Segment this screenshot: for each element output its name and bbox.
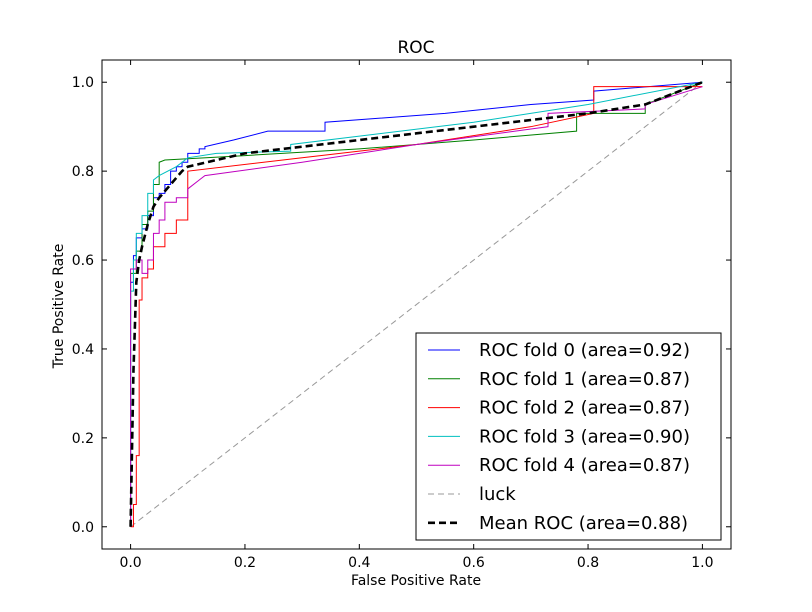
y-tick-label: 1.0 [72, 75, 94, 91]
x-tick-label: 1.0 [691, 555, 713, 571]
legend-label-6: Mean ROC (area=0.88) [479, 513, 688, 534]
legend-label-3: ROC fold 3 (area=0.90) [479, 426, 690, 447]
chart-title: ROC [397, 38, 434, 58]
legend-label-4: ROC fold 4 (area=0.87) [479, 455, 690, 476]
legend-label-1: ROC fold 1 (area=0.87) [479, 369, 690, 390]
y-tick-label: 0.4 [72, 342, 94, 358]
series-line-4 [130, 86, 703, 527]
y-tick-label: 0.0 [72, 520, 94, 536]
x-tick-label: 0.8 [577, 555, 599, 571]
series-line-5 [130, 81, 703, 528]
x-tick-label: 0.2 [234, 555, 256, 571]
legend-label-0: ROC fold 0 (area=0.92) [479, 340, 690, 361]
legend-label-5: luck [479, 484, 516, 505]
y-tick-label: 0.2 [72, 431, 94, 447]
legend-box [415, 332, 722, 541]
series-line-6 [129, 81, 703, 527]
axis-ticks-group: 0.0 0.2 0.4 0.6 0.8 1.0 0.0 0.2 0.4 0.6 0.8 1.0 [72, 60, 731, 571]
y-axis-label: True Positive Rate [51, 244, 67, 370]
legend: ROC fold 0 (area=0.92) ROC fold 1 (area=0… [415, 332, 722, 541]
plot-frame [101, 59, 732, 550]
y-tick-label: 0.8 [72, 164, 94, 180]
series-line-1 [130, 81, 703, 527]
x-tick-label: 0.6 [463, 555, 485, 571]
series-line-3 [130, 81, 703, 527]
x-tick-label: 0.0 [119, 555, 141, 571]
y-tick-label: 0.6 [72, 253, 94, 269]
x-tick-label: 0.4 [348, 555, 370, 571]
x-axis-label: False Positive Rate [351, 573, 481, 589]
legend-label-2: ROC fold 2 (area=0.87) [479, 398, 690, 419]
plot-series-group [129, 81, 703, 528]
